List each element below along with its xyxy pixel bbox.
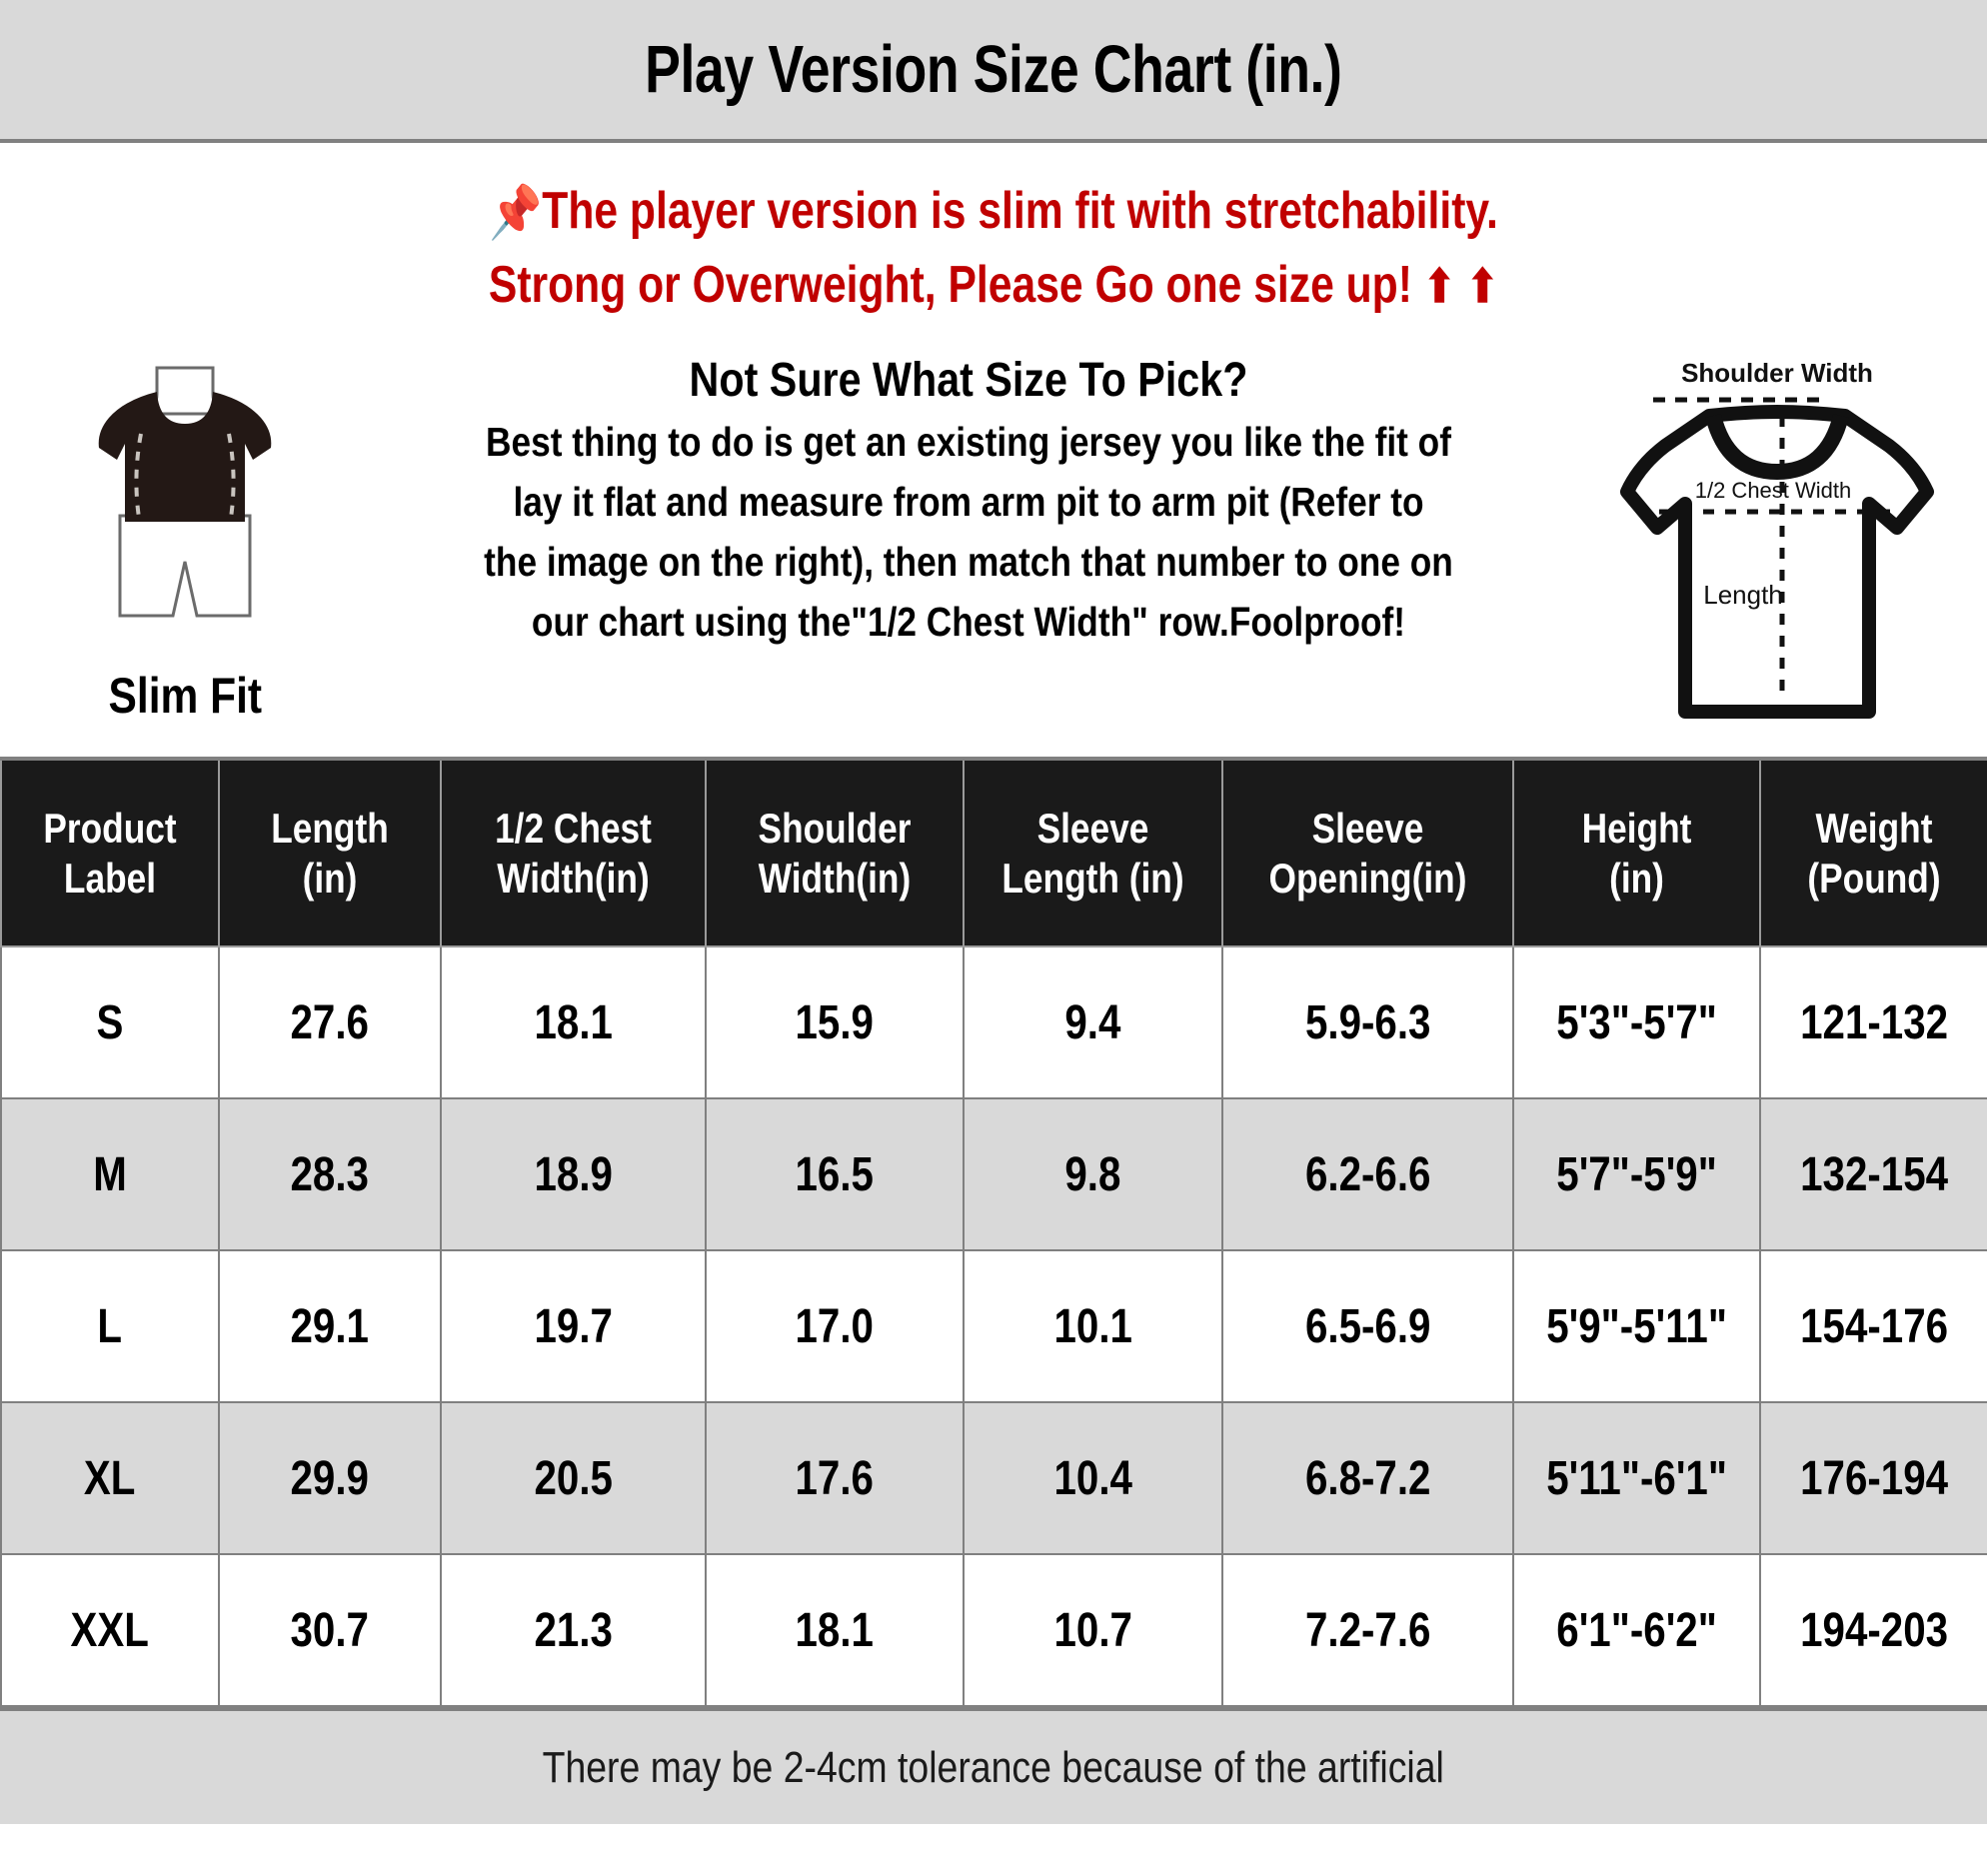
notice-line-1: 📌The player version is slim fit with str… — [179, 175, 1808, 249]
table-header-row: Product Label Length (in) 1/2 Chest Widt… — [0, 758, 1987, 947]
cell-product-label: L — [0, 1249, 220, 1403]
pushpin-icon: 📌 — [489, 184, 543, 242]
up-arrow-icon-1: ⬆ — [1423, 260, 1456, 312]
cell-height: 5'7"-5'9" — [1512, 1097, 1761, 1251]
shoulder-width-label: Shoulder Width — [1681, 358, 1873, 388]
cell-length: 29.9 — [218, 1401, 442, 1555]
column-header-half-chest-width: 1/2 Chest Width(in) — [440, 758, 707, 947]
length-label: Length — [1703, 580, 1783, 610]
column-header-sleeve-length: Sleeve Length (in) — [963, 758, 1223, 947]
cell-product-label: XL — [0, 1401, 220, 1555]
info-row: Slim Fit Not Sure What Size To Pick? Bes… — [0, 322, 1987, 757]
cell-sleeve-length: 10.1 — [963, 1249, 1223, 1403]
cell-product-label: XXL — [0, 1553, 220, 1707]
column-header-weight: Weight (Pound) — [1759, 758, 1987, 947]
cell-weight: 132-154 — [1759, 1097, 1987, 1251]
cell-sleeve-length: 9.8 — [963, 1097, 1223, 1251]
page-title: Play Version Size Chart (in.) — [645, 32, 1342, 107]
table-row: S 27.6 18.1 15.9 9.4 5.9-6.3 5'3"-5'7" 1… — [0, 945, 1987, 1099]
tshirt-icon: Shoulder Width 1/2 Chest Width Length — [1620, 358, 1934, 719]
notice-line-1-text: The player version is slim fit with stre… — [542, 182, 1498, 240]
column-header-sleeve-opening: Sleeve Opening(in) — [1221, 758, 1514, 947]
table-row: L 29.1 19.7 17.0 10.1 6.5-6.9 5'9"-5'11"… — [0, 1249, 1987, 1403]
slim-fit-jersey-icon — [65, 364, 305, 659]
cell-weight: 154-176 — [1759, 1249, 1987, 1403]
column-header-length: Length (in) — [218, 758, 442, 947]
tshirt-measurement-diagram: Shoulder Width 1/2 Chest Width Length — [1567, 346, 1987, 746]
cell-sleeve-opening: 7.2-7.6 — [1221, 1553, 1514, 1707]
cell-weight: 121-132 — [1759, 945, 1987, 1099]
cell-half-chest-width: 19.7 — [440, 1249, 707, 1403]
table-row: M 28.3 18.9 16.5 9.8 6.2-6.6 5'7"-5'9" 1… — [0, 1097, 1987, 1251]
cell-half-chest-width: 21.3 — [440, 1553, 707, 1707]
cell-sleeve-opening: 6.8-7.2 — [1221, 1401, 1514, 1555]
cell-shoulder-width: 16.5 — [705, 1097, 965, 1251]
cell-height: 5'9"-5'11" — [1512, 1249, 1761, 1403]
notice-line-2-text: Strong or Overweight, Please Go one size… — [488, 256, 1412, 314]
cell-half-chest-width: 18.1 — [440, 945, 707, 1099]
cell-length: 30.7 — [218, 1553, 442, 1707]
cell-half-chest-width: 20.5 — [440, 1401, 707, 1555]
table-row: XL 29.9 20.5 17.6 10.4 6.8-7.2 5'11"-6'1… — [0, 1401, 1987, 1555]
cell-shoulder-width: 15.9 — [705, 945, 965, 1099]
slim-fit-illustration-block: Slim Fit — [0, 346, 370, 725]
guidance-body-line: the image on the right), then match that… — [484, 539, 1453, 585]
notice-block: 📌The player version is slim fit with str… — [0, 143, 1987, 322]
guidance-heading: Not Sure What Size To Pick? — [689, 354, 1248, 407]
up-arrow-icon-2: ⬆ — [1466, 260, 1499, 312]
cell-sleeve-opening: 5.9-6.3 — [1221, 945, 1514, 1099]
cell-length: 29.1 — [218, 1249, 442, 1403]
cell-sleeve-length: 10.4 — [963, 1401, 1223, 1555]
cell-height: 5'11"-6'1" — [1512, 1401, 1761, 1555]
cell-weight: 194-203 — [1759, 1553, 1987, 1707]
guidance-body-line: Best thing to do is get an existing jers… — [486, 419, 1451, 465]
cell-length: 28.3 — [218, 1097, 442, 1251]
chest-width-label: 1/2 Chest Width — [1695, 478, 1852, 503]
cell-length: 27.6 — [218, 945, 442, 1099]
slim-fit-label: Slim Fit — [108, 668, 262, 724]
title-bar: Play Version Size Chart (in.) — [0, 0, 1987, 143]
cell-weight: 176-194 — [1759, 1401, 1987, 1555]
cell-shoulder-width: 18.1 — [705, 1553, 965, 1707]
cell-sleeve-opening: 6.5-6.9 — [1221, 1249, 1514, 1403]
table-row: XXL 30.7 21.3 18.1 10.7 7.2-7.6 6'1"-6'2… — [0, 1553, 1987, 1707]
cell-shoulder-width: 17.0 — [705, 1249, 965, 1403]
guidance-body: Best thing to do is get an existing jers… — [462, 412, 1474, 652]
cell-sleeve-length: 9.4 — [963, 945, 1223, 1099]
size-table: Product Label Length (in) 1/2 Chest Widt… — [0, 757, 1987, 1707]
column-header-height: Height (in) — [1512, 758, 1761, 947]
tolerance-note: There may be 2-4cm tolerance because of … — [542, 1742, 1445, 1792]
cell-height: 6'1"-6'2" — [1512, 1553, 1761, 1707]
cell-sleeve-opening: 6.2-6.6 — [1221, 1097, 1514, 1251]
cell-product-label: M — [0, 1097, 220, 1251]
cell-shoulder-width: 17.6 — [705, 1401, 965, 1555]
guidance-copy: Not Sure What Size To Pick? Best thing t… — [370, 346, 1567, 652]
cell-height: 5'3"-5'7" — [1512, 945, 1761, 1099]
cell-product-label: S — [0, 945, 220, 1099]
column-header-shoulder-width: Shoulder Width(in) — [705, 758, 965, 947]
guidance-body-line: our chart using the"1/2 Chest Width" row… — [531, 599, 1406, 645]
cell-sleeve-length: 10.7 — [963, 1553, 1223, 1707]
guidance-body-line: lay it flat and measure from arm pit to … — [513, 479, 1424, 525]
notice-line-2: Strong or Overweight, Please Go one size… — [179, 249, 1808, 322]
column-header-product-label: Product Label — [0, 758, 220, 947]
footer-note-bar: There may be 2-4cm tolerance because of … — [0, 1707, 1987, 1824]
cell-half-chest-width: 18.9 — [440, 1097, 707, 1251]
